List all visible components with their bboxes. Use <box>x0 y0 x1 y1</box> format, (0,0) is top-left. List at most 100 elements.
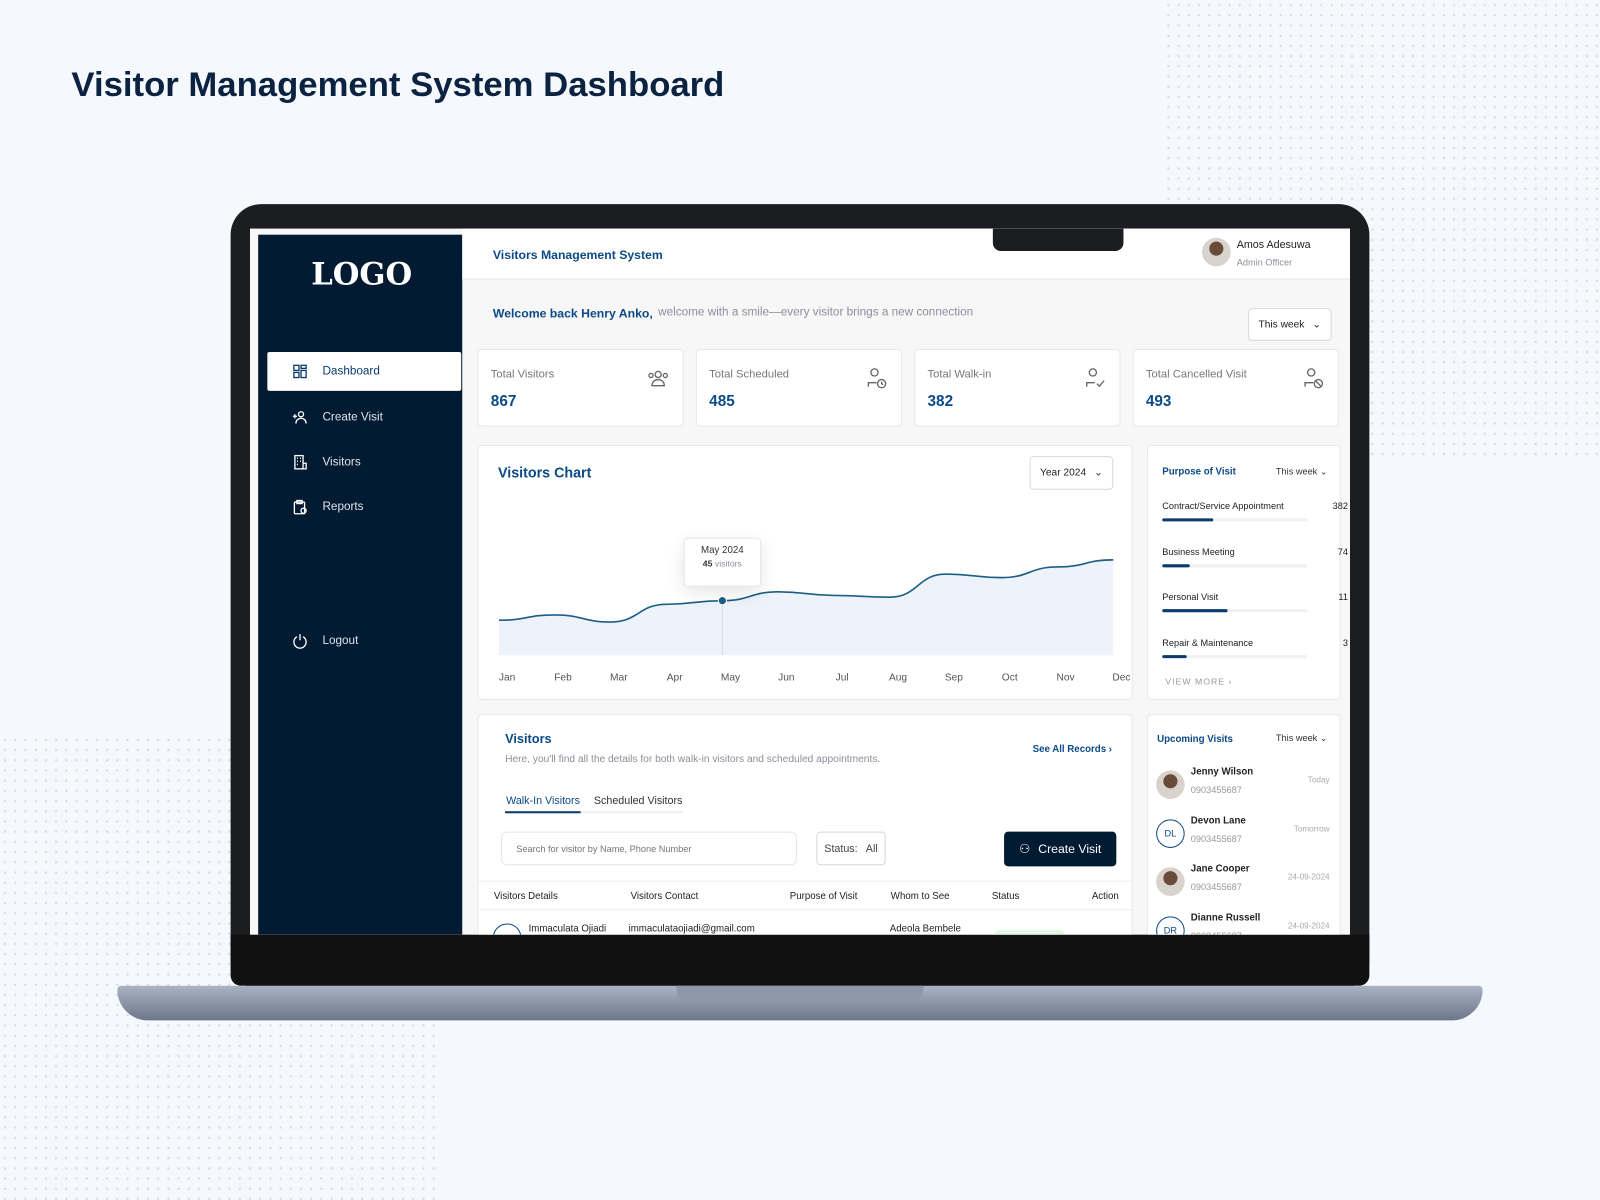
create-visit-label: Create Visit <box>1038 841 1102 857</box>
column-header[interactable]: Whom to See <box>890 890 950 903</box>
stat-value: 493 <box>1145 392 1172 411</box>
logo: LOGO <box>311 257 413 293</box>
main-content: Visitors Management System Amos Adesuwa … <box>462 228 1350 935</box>
upcoming-visit-item[interactable]: DL Devon Lane 0903455687 Tomorrow <box>1156 814 1330 856</box>
sidebar-item-visitors[interactable]: Visitors <box>267 443 461 482</box>
column-header[interactable]: Status <box>991 890 1020 903</box>
power-icon <box>293 634 307 649</box>
user-check-icon <box>1086 368 1105 388</box>
x-tick-label: May <box>721 673 741 684</box>
sidebar-item-dashboard[interactable]: Dashboard <box>267 352 462 391</box>
see-all-label: See All Records <box>1032 743 1107 756</box>
avatar <box>1156 770 1185 799</box>
stat-value: 485 <box>709 392 735 411</box>
column-header[interactable]: Purpose of Visit <box>789 890 858 903</box>
visit-date: 24-09-2024 <box>1287 920 1330 931</box>
stat-label: Total Walk-in <box>927 368 992 381</box>
view-more-link[interactable]: VIEW MORE › <box>1165 677 1232 687</box>
user-clock-icon <box>867 368 887 389</box>
chevron-down-icon: ⌄ <box>1319 732 1328 743</box>
sidebar-item-reports[interactable]: Reports <box>267 488 461 527</box>
chevron-down-icon: ⌄ <box>1094 467 1103 479</box>
tab-scheduled-visitors[interactable]: Scheduled Visitors <box>593 794 683 808</box>
stat-label: Total Scheduled <box>709 368 790 381</box>
view-more-label: VIEW MORE <box>1165 676 1226 687</box>
x-tick-label: Nov <box>1057 673 1076 684</box>
logout-label: Logout <box>322 634 359 647</box>
visitor-name: Immaculata Ojiadi <box>528 923 607 935</box>
user-avatar[interactable] <box>1202 237 1231 267</box>
purpose-label: Personal Visit <box>1162 591 1219 603</box>
x-tick-label: Oct <box>1002 673 1018 684</box>
visitors-table-card: Visitors Here, you'll find all the detai… <box>477 714 1133 935</box>
user-add-icon: ⚇ <box>1019 841 1031 857</box>
purpose-count: 74 <box>1337 546 1348 557</box>
visitor-search-input[interactable] <box>501 831 797 866</box>
visit-date: Tomorrow <box>1293 823 1330 834</box>
visitor-phone: 0903455687 <box>1190 833 1242 844</box>
stat-card-total-walk-in: Total Walk-in 382 <box>914 348 1121 427</box>
grid-icon <box>293 364 307 379</box>
users-icon <box>648 370 669 387</box>
purpose-item: Contract/Service Appointment 382 <box>1162 501 1348 522</box>
upcoming-visit-item[interactable]: Jenny Wilson 0903455687 Today <box>1156 766 1330 807</box>
purpose-progress-fill <box>1162 563 1190 567</box>
welcome-message: welcome with a smile—every visitor bring… <box>658 306 974 319</box>
chart-title: Visitors Chart <box>497 464 592 481</box>
see-all-records-link[interactable]: See All Records › <box>1032 743 1113 756</box>
upcoming-visit-item[interactable]: DR Dianne Russell 0903455687 24-09-2024 <box>1156 912 1330 935</box>
x-tick-label: Jan <box>499 673 515 684</box>
tooltip-unit: visitors <box>714 557 742 569</box>
chevron-down-icon: ⌄ <box>1312 318 1322 331</box>
table-row[interactable]: Immaculata Ojiadi immaculataojiadi@gmail… <box>479 921 1132 935</box>
sidebar-item-create-visit[interactable]: Create Visit <box>267 398 461 437</box>
chart-series-line <box>498 559 1114 623</box>
purpose-count: 11 <box>1338 591 1348 603</box>
visitor-contact: immaculataojiadi@gmail.com <box>628 923 755 935</box>
x-tick-label: Jun <box>778 673 794 684</box>
stat-card-total-visitors: Total Visitors 867 <box>477 348 684 427</box>
purpose-label: Contract/Service Appointment <box>1162 501 1284 512</box>
sidebar-item-label: Dashboard <box>322 365 380 378</box>
sidebar-item-label: Reports <box>322 501 364 514</box>
purpose-progress <box>1162 654 1308 658</box>
purpose-count: 3 <box>1342 637 1348 648</box>
year-select[interactable]: Year 2024 ⌄ <box>1029 456 1114 490</box>
purpose-progress-fill <box>1162 609 1228 613</box>
visitor-name: Devon Lane <box>1190 814 1246 827</box>
divider <box>478 880 1132 882</box>
purpose-count: 382 <box>1332 501 1348 512</box>
upcoming-period-select[interactable]: This week ⌄ <box>1276 733 1328 744</box>
chart-area-fill <box>498 559 1114 656</box>
purpose-period-select[interactable]: This week ⌄ <box>1276 466 1328 477</box>
create-visit-button[interactable]: ⚇ Create Visit <box>1004 831 1117 867</box>
column-header[interactable]: Action <box>1091 890 1119 903</box>
logout-button[interactable]: Logout <box>267 621 461 660</box>
visit-date: Today <box>1307 775 1330 785</box>
upcoming-visit-item[interactable]: Jane Cooper 0903455687 24-09-2024 <box>1156 863 1330 904</box>
app-screen: LOGO Dashboard Create Visit Visitors Rep… <box>249 228 1350 935</box>
sidebar-item-label: Create Visit <box>322 411 383 424</box>
period-select[interactable]: This week ⌄ <box>1247 308 1332 341</box>
laptop-hinge <box>676 985 924 1003</box>
visitors-subtitle: Here, you'll find all the details for bo… <box>505 754 881 766</box>
avatar-initials: DL <box>1156 818 1185 848</box>
page-title: Visitor Management System Dashboard <box>71 65 725 105</box>
column-header[interactable]: Visitors Details <box>493 890 558 903</box>
user-name: Amos Adesuwa <box>1236 238 1311 252</box>
year-value: Year 2024 <box>1039 467 1087 479</box>
x-tick-label: Feb <box>554 673 572 684</box>
line-chart: Jan Feb Mar Apr May Jun Jul Aug Sep Oct Nov Dec <box>498 559 1130 684</box>
chart-tooltip: May 2024 45 visitors <box>683 537 762 587</box>
status-filter[interactable]: Status: All <box>816 831 886 866</box>
clipboard-icon <box>293 499 307 515</box>
purpose-item: Repair & Maintenance 3 <box>1162 637 1348 658</box>
tooltip-value: 45 <box>702 557 713 569</box>
chart-data-point[interactable] <box>717 596 727 606</box>
x-tick-label: Dec <box>1112 673 1130 684</box>
whom-to-see: Adeola Bembele <box>889 923 961 935</box>
visitor-name: Jane Cooper <box>1190 863 1250 875</box>
column-header[interactable]: Visitors Contact <box>630 890 699 903</box>
tab-walk-in-visitors[interactable]: Walk-In Visitors <box>505 795 581 814</box>
stat-card-total-cancelled: Total Cancelled Visit 493 <box>1132 348 1339 427</box>
